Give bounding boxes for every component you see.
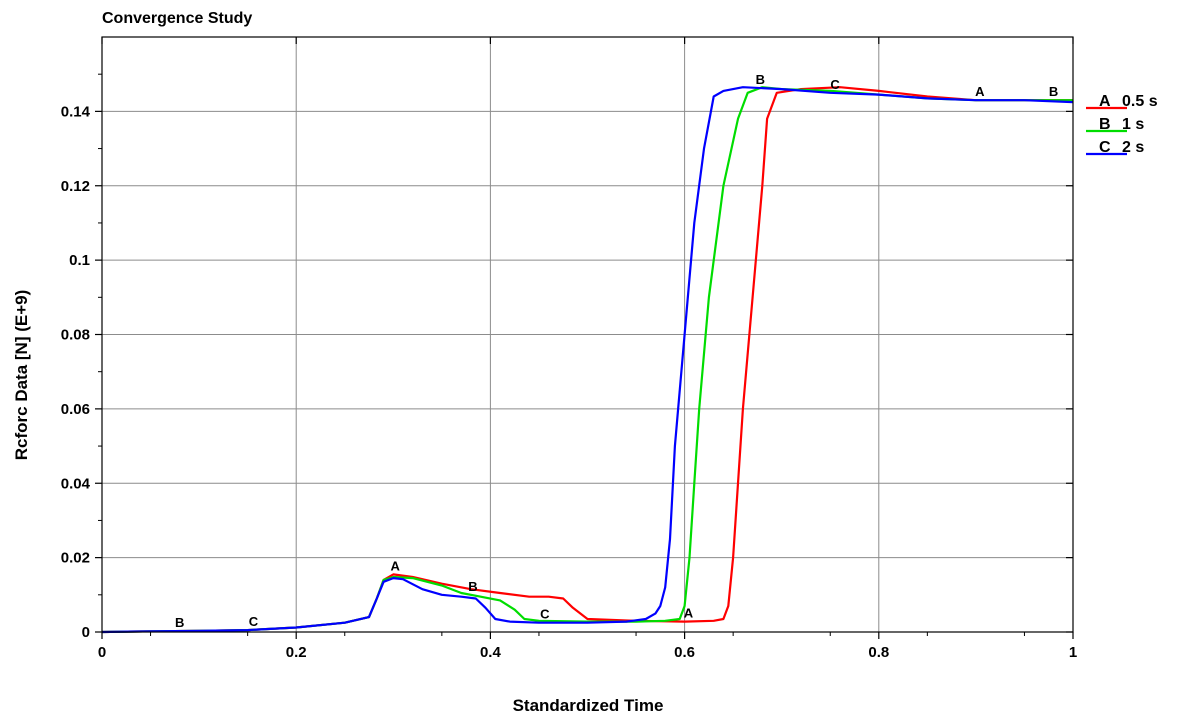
- x-tick-label: 1: [1069, 644, 1077, 661]
- series-marker-b: B: [468, 579, 477, 594]
- axis-ticks: 0 0.2 0.4 0.6 0.8 1 0 0.02 0.04 0.06 0.08 0.1 0.12 0.…: [61, 37, 1077, 661]
- grid: [102, 37, 1073, 632]
- chart-title: Convergence Study: [102, 10, 252, 27]
- x-tick-label: 0.2: [286, 644, 307, 661]
- series-line-b: [101, 86, 1073, 634]
- y-tick-label: 0: [82, 624, 90, 641]
- y-tick-label: 0.14: [61, 103, 91, 120]
- series-lines: [101, 86, 1074, 634]
- y-tick-label: 0.06: [61, 401, 90, 418]
- y-axis-label: Rcforc Data [N] (E+9): [12, 290, 31, 461]
- x-tick-label: 0.6: [674, 644, 695, 661]
- legend-label: 1 s: [1122, 116, 1144, 133]
- series-marker-b: B: [175, 615, 184, 630]
- x-tick-label: 0.4: [480, 644, 502, 661]
- series-marker-c: C: [249, 614, 259, 629]
- x-tick-label: 0: [98, 644, 106, 661]
- legend-label: 2 s: [1122, 139, 1144, 156]
- legend-marker: C: [1099, 139, 1111, 156]
- y-tick-label: 0.12: [61, 178, 90, 195]
- y-tick-label: 0.04: [61, 475, 91, 492]
- y-tick-label: 0.02: [61, 550, 90, 567]
- series-line-a: [101, 86, 1073, 634]
- legend-label: 0.5 s: [1122, 93, 1158, 110]
- series-marker-c: C: [540, 607, 550, 622]
- series-marker-a: A: [975, 84, 985, 99]
- legend-marker: B: [1099, 116, 1111, 133]
- legend: A 0.5 s B 1 s C 2 s: [1086, 93, 1158, 156]
- series-marker-a: A: [391, 559, 401, 574]
- legend-marker: A: [1099, 93, 1111, 110]
- series-marker-b: B: [756, 72, 765, 87]
- y-tick-label: 0.1: [69, 252, 90, 269]
- series-markers: A A A B B B B C C C: [175, 72, 1058, 630]
- series-marker-b: B: [1049, 84, 1058, 99]
- x-axis-label: Standardized Time: [513, 696, 664, 715]
- series-marker-a: A: [684, 605, 694, 620]
- series-line-c: [101, 86, 1074, 634]
- x-tick-label: 0.8: [868, 644, 889, 661]
- y-tick-label: 0.08: [61, 327, 90, 344]
- series-marker-c: C: [830, 77, 840, 92]
